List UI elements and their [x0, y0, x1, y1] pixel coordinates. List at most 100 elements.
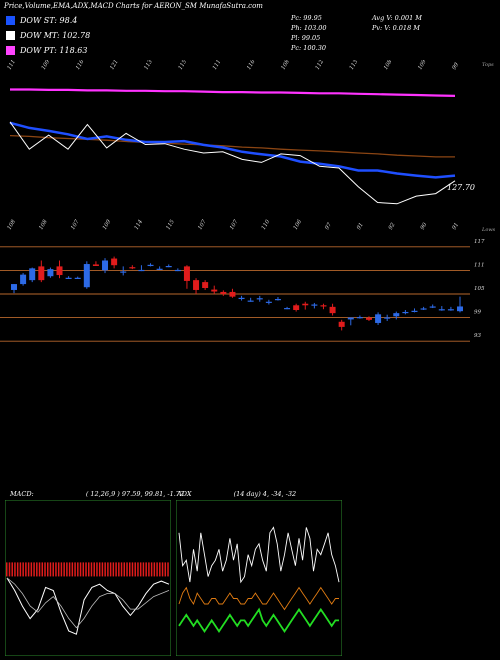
candle-body — [274, 299, 281, 301]
bottom-label: 91 — [356, 222, 365, 231]
candle-body — [384, 317, 391, 319]
adx-title-label: ADX — [177, 490, 192, 498]
macd-hist-bar — [107, 562, 109, 577]
top-label: 109 — [417, 60, 428, 71]
macd-hist-bar — [44, 562, 46, 577]
bottom-label: 97 — [324, 222, 333, 231]
adx-line-plusminus-di — [178, 607, 339, 634]
candle-body — [229, 291, 236, 297]
candle-body — [29, 268, 36, 281]
candle-body — [138, 269, 145, 272]
candle-body — [147, 264, 154, 267]
top-label: 112 — [315, 60, 326, 71]
top-label: 115 — [178, 60, 189, 71]
stats-price: Pc: 99.95 Ph: 103.00 Pl: 99.05 Pc: 100.3… — [291, 14, 327, 54]
adx-title: ADX (14 day) 4, -34, -32 — [177, 490, 296, 498]
macd-hist-bar — [148, 562, 150, 577]
macd-hist-bar — [93, 562, 95, 577]
macd-hist-bar — [139, 562, 142, 577]
candle-body — [74, 277, 81, 279]
macd-hist-bar — [14, 562, 16, 577]
price-level-label: 99 — [474, 310, 481, 316]
macd-line-macd — [6, 577, 170, 635]
macd-hist-bar — [19, 562, 22, 577]
macd-hist-bar — [85, 562, 87, 577]
macd-hist-bar — [134, 562, 136, 577]
candle-body — [265, 301, 272, 303]
macd-hist-bar — [120, 562, 123, 577]
candle-body — [83, 264, 90, 288]
macd-hist-bar — [161, 562, 164, 577]
candle-body — [247, 300, 254, 302]
ema-chart: 111 109 116 121 113 115 111 116 108 112 113 108 109 9… — [7, 60, 495, 231]
macd-chart — [5, 500, 171, 656]
top-label: 111 — [212, 60, 222, 71]
macd-hist-bar — [142, 562, 145, 577]
top-label: 116 — [75, 60, 86, 71]
stat-pc2: Pc: 100.30 — [291, 44, 327, 52]
bottom-label: 108 — [38, 218, 49, 231]
macd-hist-bar — [137, 562, 139, 577]
bottom-label: 114 — [134, 218, 145, 231]
candle-body — [284, 308, 291, 310]
last-value-label: 127.70 — [447, 183, 475, 192]
bottom-label: 109 — [102, 218, 113, 231]
legend-dow-mt: DOW MT: 102.78 — [6, 31, 90, 40]
macd-hist-bar — [47, 562, 49, 577]
candle-body — [293, 305, 300, 310]
macd-hist-bar — [68, 562, 71, 577]
macd-hist-bar — [167, 562, 169, 577]
bottom-label: 90 — [420, 222, 429, 231]
top-label: 99 — [452, 62, 461, 71]
macd-hist-bar — [88, 562, 90, 577]
candle-body — [202, 282, 209, 288]
macd-hist-bar — [8, 562, 11, 577]
macd-hist-bar — [77, 562, 79, 577]
bottom-label: 107 — [197, 218, 208, 231]
candle-body — [329, 306, 336, 314]
macd-hist-bar — [145, 562, 147, 577]
candle-body — [356, 317, 363, 319]
adx-line-minus-di — [178, 586, 339, 611]
macd-hist-bar — [129, 562, 131, 577]
macd-hist-bar — [11, 562, 13, 577]
candle-body — [320, 305, 327, 307]
stat-pl: Pl: 99.05 — [291, 34, 321, 42]
candle-body — [429, 306, 436, 308]
candle-body — [447, 309, 454, 311]
macd-hist-bar — [30, 562, 33, 577]
candle-chart: Lows 117 111 105 99 93 — [0, 227, 496, 342]
adx-params: (14 day) 4, -34, -32 — [233, 490, 297, 498]
stats-volume: Avg V: 0.001 M Pv: V: 0.018 M — [372, 14, 422, 34]
macd-hist-bar — [153, 562, 156, 577]
top-label: 108 — [280, 60, 291, 71]
macd-hist-bar — [16, 562, 19, 577]
candle-body — [347, 317, 354, 320]
price-level-label: 111 — [474, 262, 485, 268]
stat-ph: Ph: 103.00 — [291, 24, 327, 32]
candle-body — [302, 303, 309, 306]
candle-body — [11, 284, 17, 290]
legend-swatch-blue — [6, 16, 15, 25]
macd-hist-bar — [82, 562, 85, 577]
candle-body — [120, 271, 127, 273]
macd-hist-bar — [52, 562, 54, 577]
macd-hist-bar — [36, 562, 38, 577]
candle-body — [311, 304, 318, 306]
legend-swatch-pink — [6, 46, 15, 55]
macd-hist-bar — [156, 562, 158, 577]
macd-hist-bar — [71, 562, 74, 577]
macd-hist-bar — [79, 562, 82, 577]
macd-hist-bar — [33, 562, 35, 577]
top-label: 121 — [109, 60, 119, 71]
macd-hist-bar — [126, 562, 128, 577]
candle-body — [183, 266, 190, 281]
macd-hist-bar — [60, 562, 63, 577]
macd-hist-bar — [112, 562, 115, 577]
lows-label: Lows — [481, 227, 496, 233]
macd-title-label: MACD: — [10, 490, 34, 498]
candle-body — [402, 311, 409, 314]
candle-body — [438, 309, 445, 311]
macd-hist-bar — [96, 562, 98, 577]
macd-title: MACD: ( 12,26,9 ) 97.59, 99.81, -1.72 — [10, 490, 184, 498]
